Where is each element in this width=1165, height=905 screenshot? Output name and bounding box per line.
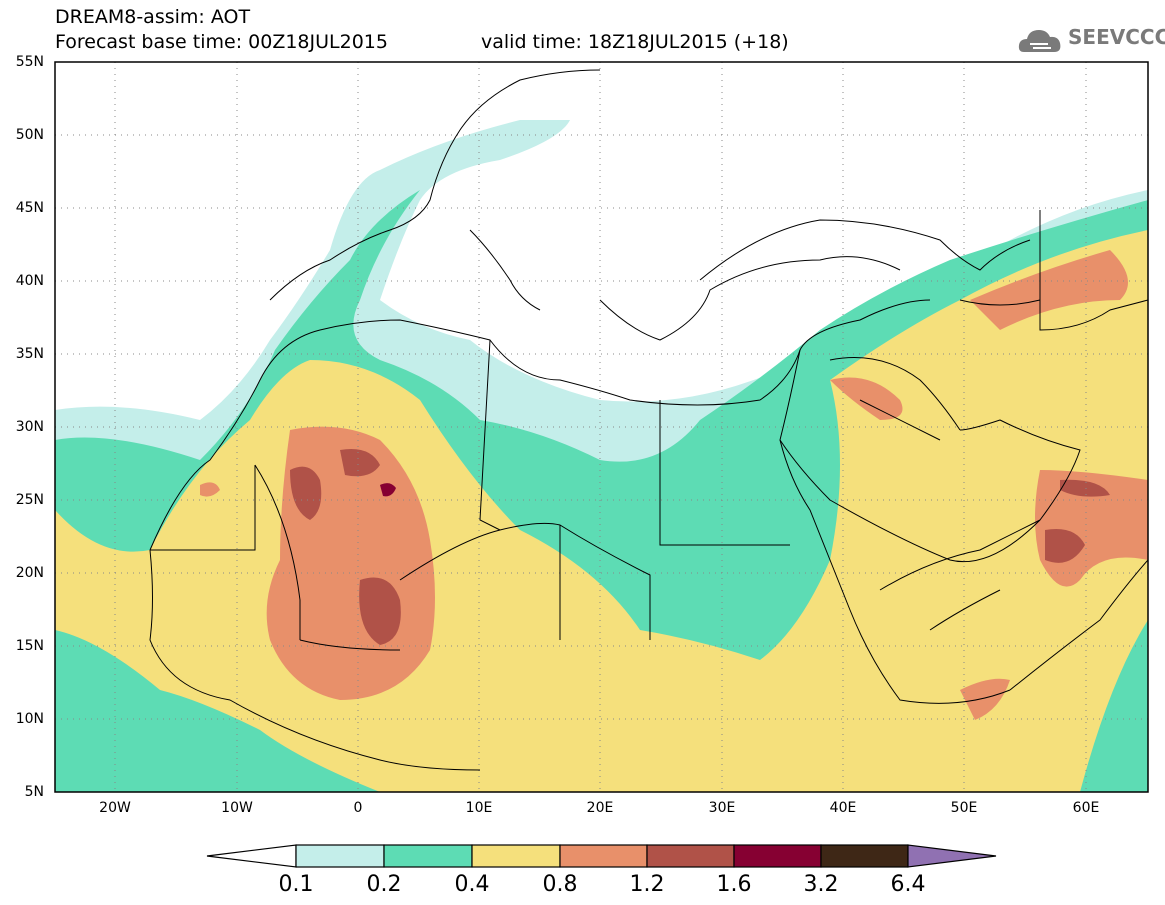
lon-label: 20E [586,800,614,816]
colorbar-swatch [471,844,561,868]
aot-contour-1.6 [380,483,396,497]
colorbar-swatch [383,844,473,868]
colorbar-label: 1.2 [629,872,665,897]
colorbar-label: 1.6 [716,872,752,897]
lat-label: 40N [15,273,44,289]
lon-label: 20W [99,800,131,816]
lon-label: 10E [465,800,493,816]
colorbar-swatch [733,844,822,868]
lat-label: 30N [15,419,44,435]
colorbar-swatch [559,844,648,868]
colorbar-swatch [646,844,735,868]
forecast-base-time: Forecast base time: 00Z18JUL2015 [55,31,388,53]
logo-text: SEEVCCC [1068,25,1165,49]
lat-label: 25N [15,492,44,508]
aot-contour-1.2 [340,449,380,477]
lon-label: 30E [708,800,736,816]
colorbar-label: 0.2 [366,872,402,897]
colorbar-label: 0.1 [278,872,314,897]
map-frame [54,61,1149,793]
lat-label: 5N [24,784,44,800]
colorbar-label: 0.4 [454,872,490,897]
lon-label: 10W [221,800,253,816]
lat-label: 45N [15,200,44,216]
lat-label: 50N [15,127,44,143]
lat-label: 10N [15,711,44,727]
lat-label: 15N [15,638,44,654]
lat-label: 55N [15,54,44,70]
aot-contour-0.8 [960,678,1010,720]
aot-contour-1.2 [1060,479,1110,497]
aot-contour-0.8 [200,482,220,497]
colorbar-label: 3.2 [803,872,839,897]
colorbar-swatch [820,844,909,868]
colorbar-over-arrow [907,844,997,868]
lat-label: 35N [15,346,44,362]
coastlines [149,69,1148,771]
seevccc-cloud-logo-icon [1018,30,1061,52]
aot-contour-1.2 [1045,529,1085,563]
colorbar-under-arrow [206,844,297,868]
colorbar-swatch [295,844,385,868]
lon-label: 50E [950,800,978,816]
aot-contour-1.2 [290,466,322,520]
valid-time: valid time: 18Z18JUL2015 (+18) [481,31,789,53]
aot-contour-0.8 [970,250,1128,330]
colorbar-label: 6.4 [890,872,926,897]
lon-label: 60E [1072,800,1100,816]
graticule [55,62,1148,792]
aot-contour-0.8 [830,377,903,420]
colorbar-label: 0.8 [542,872,578,897]
lon-label: 40E [829,800,857,816]
aot-field [55,120,1148,792]
lon-label: 0 [353,800,363,816]
chart-title: DREAM8-assim: AOT [55,6,251,28]
aot-contour-1.2 [359,577,401,645]
lat-label: 20N [15,565,44,581]
